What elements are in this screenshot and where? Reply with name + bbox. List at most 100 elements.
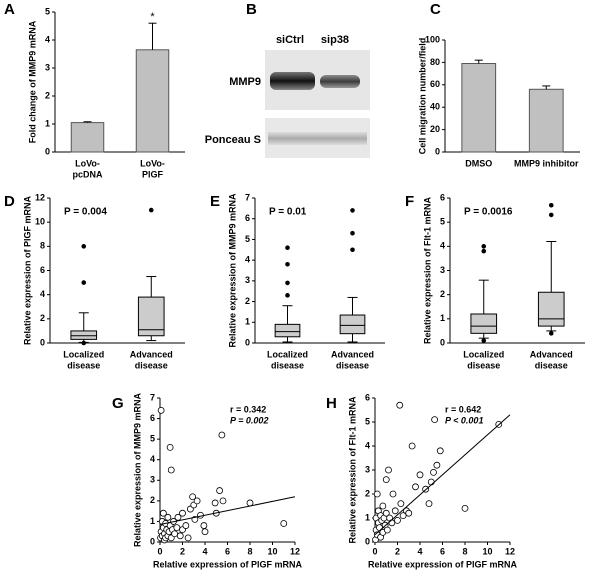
point	[385, 466, 392, 474]
y-tick-label: 5	[245, 234, 250, 244]
y-tick-label: 2	[40, 313, 45, 323]
x-tick-label: LoVo-	[75, 158, 100, 168]
y-tick-label: 20	[430, 124, 440, 134]
annotation: P = 0.0016	[464, 207, 513, 218]
y-tick-label: 6	[440, 192, 445, 202]
point	[405, 509, 413, 517]
y-tick-label: 3	[45, 62, 50, 72]
y-tick-label: 100	[425, 34, 440, 44]
x-tick-label: DMSO	[465, 158, 492, 168]
lane-label: sip38	[321, 34, 349, 46]
bar	[135, 49, 170, 153]
y-axis-label: Relative expression of MMP9 mRNA	[227, 193, 237, 348]
point	[167, 466, 175, 474]
bar	[70, 122, 105, 153]
y-tick-label: 12	[35, 192, 45, 202]
x-tick-label: Advanced	[530, 349, 573, 359]
panel-letter: A	[4, 1, 15, 18]
point	[211, 499, 219, 507]
x-axis-label: Relative expression of PlGF mRNA	[153, 559, 303, 569]
x-tick-label: disease	[336, 360, 369, 370]
x-tick-label: 8	[462, 546, 467, 556]
point	[179, 509, 186, 517]
y-tick-label: 7	[150, 392, 155, 402]
point	[216, 487, 224, 494]
y-tick-label: 4	[45, 34, 50, 44]
x-tick-label: 2	[395, 546, 400, 556]
y-tick-label: 1	[440, 313, 445, 323]
blot-band	[270, 72, 315, 90]
box	[339, 314, 366, 335]
y-tick-label: 3	[245, 275, 250, 285]
y-tick-label: 7	[245, 192, 250, 202]
point	[166, 443, 174, 451]
x-tick-label: pcDNA	[72, 169, 103, 179]
y-tick-label: 1	[365, 512, 370, 522]
x-tick-label: Localized	[463, 349, 504, 359]
outlier	[81, 244, 87, 249]
point	[159, 509, 167, 517]
blot-band	[268, 132, 367, 145]
outlier	[285, 245, 290, 251]
y-axis-label: Relative expression of PlGF mRNA	[22, 195, 32, 345]
point	[218, 431, 226, 439]
y-tick-label: 3	[150, 475, 155, 485]
x-tick-label: 2	[180, 546, 185, 556]
outlier	[548, 331, 554, 336]
x-tick-label: disease	[135, 360, 168, 370]
outlier	[285, 280, 290, 286]
y-tick-label: 6	[365, 392, 370, 402]
y-tick-label: 8	[40, 241, 45, 251]
x-tick-label: disease	[271, 360, 304, 370]
y-tick-label: 4	[365, 440, 370, 450]
point	[430, 468, 437, 476]
point	[164, 513, 172, 521]
point	[373, 490, 381, 498]
y-axis-label: Fold change of MMP9 mRNA	[27, 20, 37, 143]
point	[201, 528, 209, 536]
x-tick-label: disease	[467, 360, 500, 370]
y-tick-label: 6	[245, 213, 250, 223]
panel-letter: B	[246, 1, 257, 18]
point	[193, 497, 201, 505]
y-tick-label: 1	[245, 317, 250, 327]
x-tick-label: 12	[505, 546, 515, 556]
point	[391, 507, 399, 515]
y-tick-label: 2	[150, 495, 155, 505]
x-tick-label: 10	[482, 546, 492, 556]
y-tick-label: 3	[440, 265, 445, 275]
x-tick-label: LoVo-	[140, 158, 165, 168]
y-tick-label: 1	[45, 118, 50, 128]
point	[396, 401, 404, 409]
point	[176, 532, 184, 540]
point	[416, 471, 424, 479]
annotation: P = 0.004	[64, 207, 107, 218]
point	[184, 534, 192, 542]
point	[189, 493, 197, 501]
point	[431, 416, 439, 424]
point	[394, 517, 401, 524]
y-tick-label: 2	[45, 90, 50, 100]
panel-letter: E	[210, 193, 220, 210]
outlier	[481, 338, 487, 343]
point	[389, 490, 397, 498]
outlier	[81, 340, 87, 346]
bar	[461, 63, 497, 153]
y-tick-label: 2	[245, 296, 250, 306]
blot-band	[320, 75, 360, 88]
x-tick-label: Localized	[63, 349, 104, 359]
point	[408, 442, 416, 450]
x-tick-label: 8	[247, 546, 252, 556]
y-axis-label: Cell migration number/field	[417, 38, 427, 155]
y-tick-label: 4	[150, 454, 155, 464]
box	[274, 323, 301, 338]
annotation: r = 0.642	[445, 404, 481, 414]
point	[399, 512, 407, 519]
y-tick-label: 2	[440, 289, 445, 299]
point	[246, 499, 254, 507]
y-tick-label: 0	[150, 536, 155, 546]
point	[383, 526, 391, 534]
y-tick-label: 0	[40, 337, 45, 347]
y-tick-label: 3	[365, 464, 370, 474]
point	[171, 530, 179, 538]
